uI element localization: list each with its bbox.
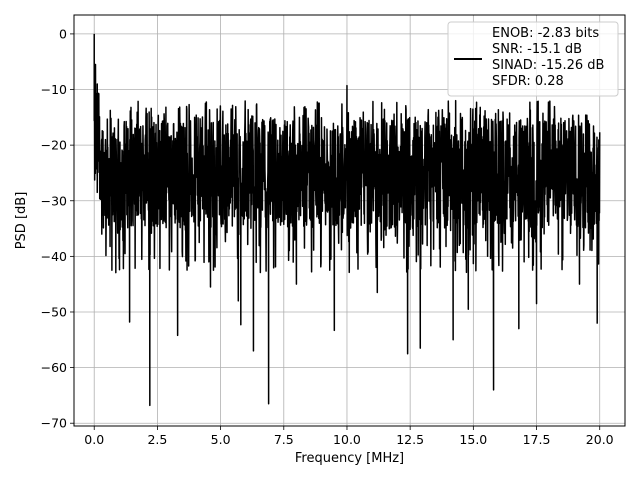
x-tick-label: 2.5 xyxy=(147,432,167,447)
y-tick-label: 0 xyxy=(59,26,67,41)
y-tick-label: −40 xyxy=(41,249,67,264)
legend-box xyxy=(447,21,619,97)
x-tick-label: 12.5 xyxy=(396,432,424,447)
psd-trace xyxy=(93,33,601,407)
x-tick-label: 0.0 xyxy=(84,432,104,447)
x-tick-label: 20.0 xyxy=(586,432,614,447)
x-axis-label: Frequency [MHz] xyxy=(295,451,404,466)
y-tick-label: −50 xyxy=(41,304,67,319)
y-tick-label: −10 xyxy=(41,82,67,97)
y-axis-label: PSD [dB] xyxy=(14,192,29,250)
x-tick-label: 7.5 xyxy=(274,432,294,447)
x-tick-label: 17.5 xyxy=(523,432,551,447)
y-tick-label: −70 xyxy=(41,416,67,431)
y-tick-label: −20 xyxy=(41,138,67,153)
x-tick-label: 10.0 xyxy=(333,432,361,447)
y-tick-label: −30 xyxy=(41,193,67,208)
y-tick-label: −60 xyxy=(41,360,67,375)
y-axis: 0 −10 −20 −30 −40 −50 −60 −70 xyxy=(41,26,74,431)
legend-entry: ENOB: -2.83 bits SNR: -15.1 dB SINAD: -15.… xyxy=(492,26,604,89)
x-axis: 0.0 2.5 5.0 7.5 10.0 12.5 15.0 17.5 20.0 xyxy=(84,426,614,447)
legend: ENOB: -2.83 bits SNR: -15.1 dB SINAD: -15.… xyxy=(447,21,619,97)
plot-frame xyxy=(73,14,626,427)
x-tick-label: 5.0 xyxy=(211,432,231,447)
series-layer xyxy=(93,33,601,407)
x-tick-label: 15.0 xyxy=(459,432,487,447)
